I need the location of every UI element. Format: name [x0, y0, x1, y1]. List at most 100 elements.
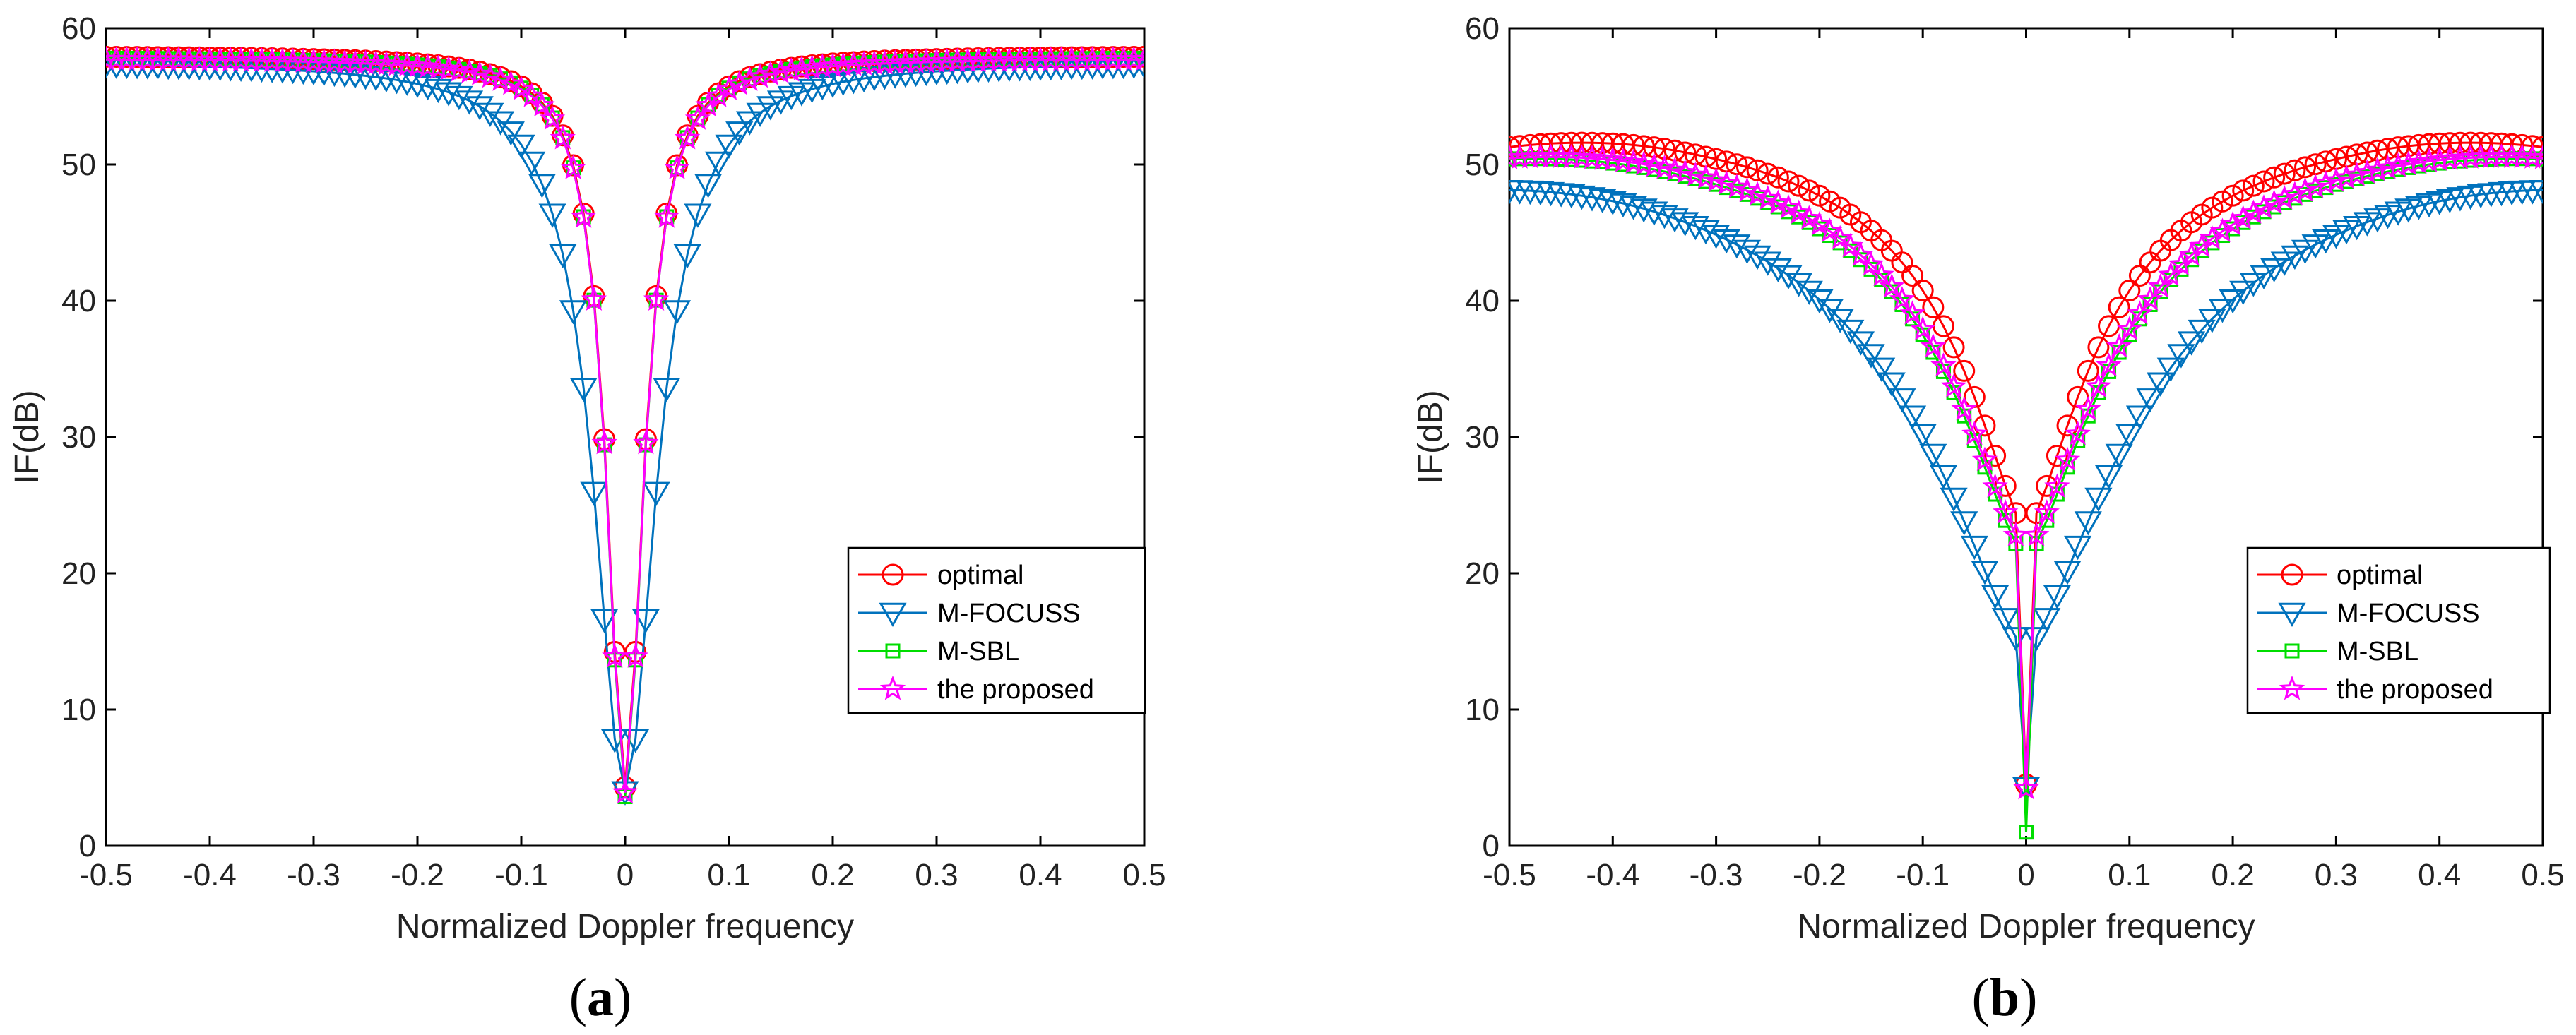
- data-point: [788, 55, 815, 80]
- data-point: [1798, 179, 1820, 202]
- data-point: [1953, 359, 1976, 382]
- chart-panel-a: -0.5 -0.4 -0.3 -0.2 -0.1 0 0.1 0.2 0.3 0.4 0.5 0 10 2…: [8, 11, 1166, 945]
- data-point: [1589, 189, 1617, 214]
- data-point: [2272, 185, 2298, 210]
- data-point: [1982, 473, 2008, 498]
- data-point: [2118, 280, 2141, 302]
- y-tick-label: 20: [61, 556, 96, 591]
- data-point: [2013, 774, 2039, 800]
- data-point: [1940, 487, 1968, 512]
- data-point: [2108, 296, 2130, 318]
- x-tick-label: 0: [2017, 858, 2034, 892]
- data-point: [1723, 234, 1751, 259]
- data-point: [2094, 465, 2123, 490]
- data-point: [1981, 585, 2010, 610]
- legend-marker: [2279, 675, 2305, 700]
- legend-label: the proposed: [2337, 675, 2493, 705]
- legend-label: optimal: [2337, 561, 2423, 590]
- data-point: [1661, 208, 1689, 233]
- series-m-sbl: [1509, 151, 2543, 840]
- data-point: [1805, 289, 1834, 314]
- data-point: [642, 481, 670, 506]
- data-point: [2137, 286, 2164, 311]
- y-tick-label: 60: [61, 11, 96, 46]
- data-point: [591, 429, 617, 455]
- data-point: [2291, 239, 2320, 264]
- panel-label-a: (a): [569, 968, 632, 1027]
- data-point: [1775, 194, 1802, 219]
- y-tick-label: 0: [1483, 829, 1500, 863]
- data-point: [1764, 258, 1792, 283]
- data-point: [383, 70, 411, 95]
- data-point: [2364, 157, 2391, 181]
- x-tick-label: 0.5: [1122, 858, 1165, 892]
- data-point: [518, 151, 546, 177]
- data-point: [2333, 164, 2360, 189]
- legend-marker: [2284, 643, 2300, 659]
- data-point: [2198, 309, 2226, 333]
- data-point: [2221, 184, 2244, 207]
- data-point: [507, 134, 535, 160]
- data-point: [1874, 273, 1889, 288]
- legend-label: the proposed: [937, 675, 1094, 705]
- data-point: [2077, 359, 2099, 382]
- data-point: [2127, 300, 2153, 325]
- data-point: [528, 174, 556, 198]
- data-point: [725, 121, 754, 146]
- data-point: [1984, 445, 2007, 467]
- legend-marker: [2281, 563, 2303, 586]
- data-point: [1754, 251, 1782, 276]
- x-tick-label: 0.1: [707, 858, 750, 892]
- data-point: [2284, 159, 2306, 181]
- data-point: [1795, 280, 1823, 306]
- x-tick-label: 0.1: [2108, 858, 2151, 892]
- data-point: [1951, 395, 1977, 421]
- panel-label-b: (b): [1972, 968, 2038, 1027]
- data-point: [1922, 296, 1945, 318]
- data-point: [1714, 170, 1740, 195]
- y-tick-label: 20: [1465, 556, 1500, 591]
- data-point: [737, 66, 763, 91]
- data-point: [2065, 420, 2091, 445]
- data-point: [1920, 333, 1947, 358]
- data-point: [2053, 561, 2082, 585]
- legend: optimal M-FOCUSS M-SBL the proposed: [2246, 546, 2551, 714]
- data-point: [476, 102, 504, 128]
- data-point: [1788, 174, 1810, 197]
- x-tick-label: 0: [617, 858, 634, 892]
- data-point: [487, 66, 514, 91]
- data-point: [1509, 179, 1524, 205]
- data-point: [2002, 627, 2030, 652]
- x-tick-label: -0.1: [1896, 858, 1949, 892]
- data-point: [2273, 162, 2296, 185]
- data-point: [1640, 201, 1668, 226]
- data-point: [1785, 273, 1813, 297]
- data-point: [569, 378, 598, 402]
- data-point: [2019, 825, 2034, 840]
- data-point: [1863, 261, 1879, 277]
- data-point: [2529, 179, 2543, 205]
- data-point: [2199, 225, 2226, 250]
- data-point: [1735, 156, 1758, 179]
- data-point: [778, 56, 805, 82]
- legend-label: M-FOCUSS: [937, 599, 1081, 628]
- data-point: [643, 286, 670, 311]
- data-point: [704, 151, 732, 177]
- data-point: [756, 96, 785, 121]
- y-tick-label: 10: [1465, 693, 1500, 727]
- data-point: [455, 90, 484, 115]
- data-point: [538, 203, 566, 228]
- data-point: [1567, 185, 1596, 210]
- data-point: [1868, 261, 1894, 287]
- y-tick-label: 60: [1465, 11, 1500, 46]
- data-point: [1909, 424, 1937, 448]
- data-point: [2229, 280, 2257, 306]
- y-tick-label: 10: [61, 693, 96, 727]
- data-point: [2043, 585, 2071, 610]
- data-point: [2033, 608, 2061, 633]
- data-point: [1777, 170, 1800, 193]
- data-point: [664, 155, 690, 179]
- data-point: [1846, 331, 1875, 356]
- data-point: [1757, 162, 1779, 185]
- data-point: [2074, 511, 2102, 536]
